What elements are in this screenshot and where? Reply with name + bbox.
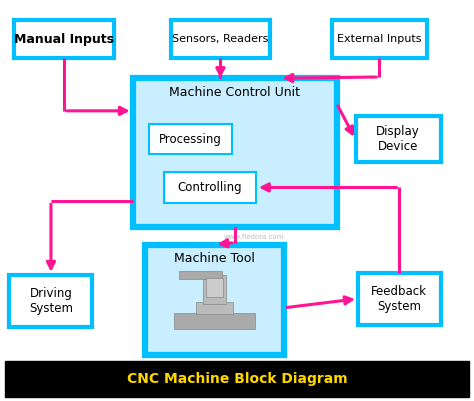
FancyBboxPatch shape bbox=[206, 278, 223, 297]
Text: Driving
System: Driving System bbox=[29, 287, 73, 315]
Text: www.fledora.com: www.fledora.com bbox=[223, 234, 284, 239]
FancyBboxPatch shape bbox=[14, 20, 114, 58]
FancyBboxPatch shape bbox=[149, 124, 232, 154]
FancyBboxPatch shape bbox=[164, 172, 256, 203]
FancyBboxPatch shape bbox=[9, 275, 92, 327]
FancyBboxPatch shape bbox=[195, 302, 233, 314]
Text: Processing: Processing bbox=[159, 133, 222, 146]
Text: Sensors, Readers: Sensors, Readers bbox=[172, 34, 269, 44]
FancyBboxPatch shape bbox=[356, 116, 441, 162]
FancyBboxPatch shape bbox=[171, 20, 270, 58]
FancyBboxPatch shape bbox=[133, 78, 337, 227]
FancyBboxPatch shape bbox=[5, 361, 469, 397]
Text: Display
Device: Display Device bbox=[376, 126, 420, 153]
FancyBboxPatch shape bbox=[145, 245, 284, 355]
FancyBboxPatch shape bbox=[202, 275, 226, 304]
FancyBboxPatch shape bbox=[174, 313, 255, 329]
Text: Manual Inputs: Manual Inputs bbox=[14, 32, 114, 46]
Text: Feedback
System: Feedback System bbox=[371, 285, 428, 313]
Text: Controlling: Controlling bbox=[177, 181, 242, 194]
FancyBboxPatch shape bbox=[332, 20, 427, 58]
Text: External Inputs: External Inputs bbox=[337, 34, 421, 44]
Text: CNC Machine Block Diagram: CNC Machine Block Diagram bbox=[127, 372, 347, 386]
Text: Machine Tool: Machine Tool bbox=[174, 252, 255, 265]
FancyBboxPatch shape bbox=[179, 271, 221, 279]
FancyBboxPatch shape bbox=[358, 273, 441, 325]
Text: Machine Control Unit: Machine Control Unit bbox=[169, 86, 300, 99]
